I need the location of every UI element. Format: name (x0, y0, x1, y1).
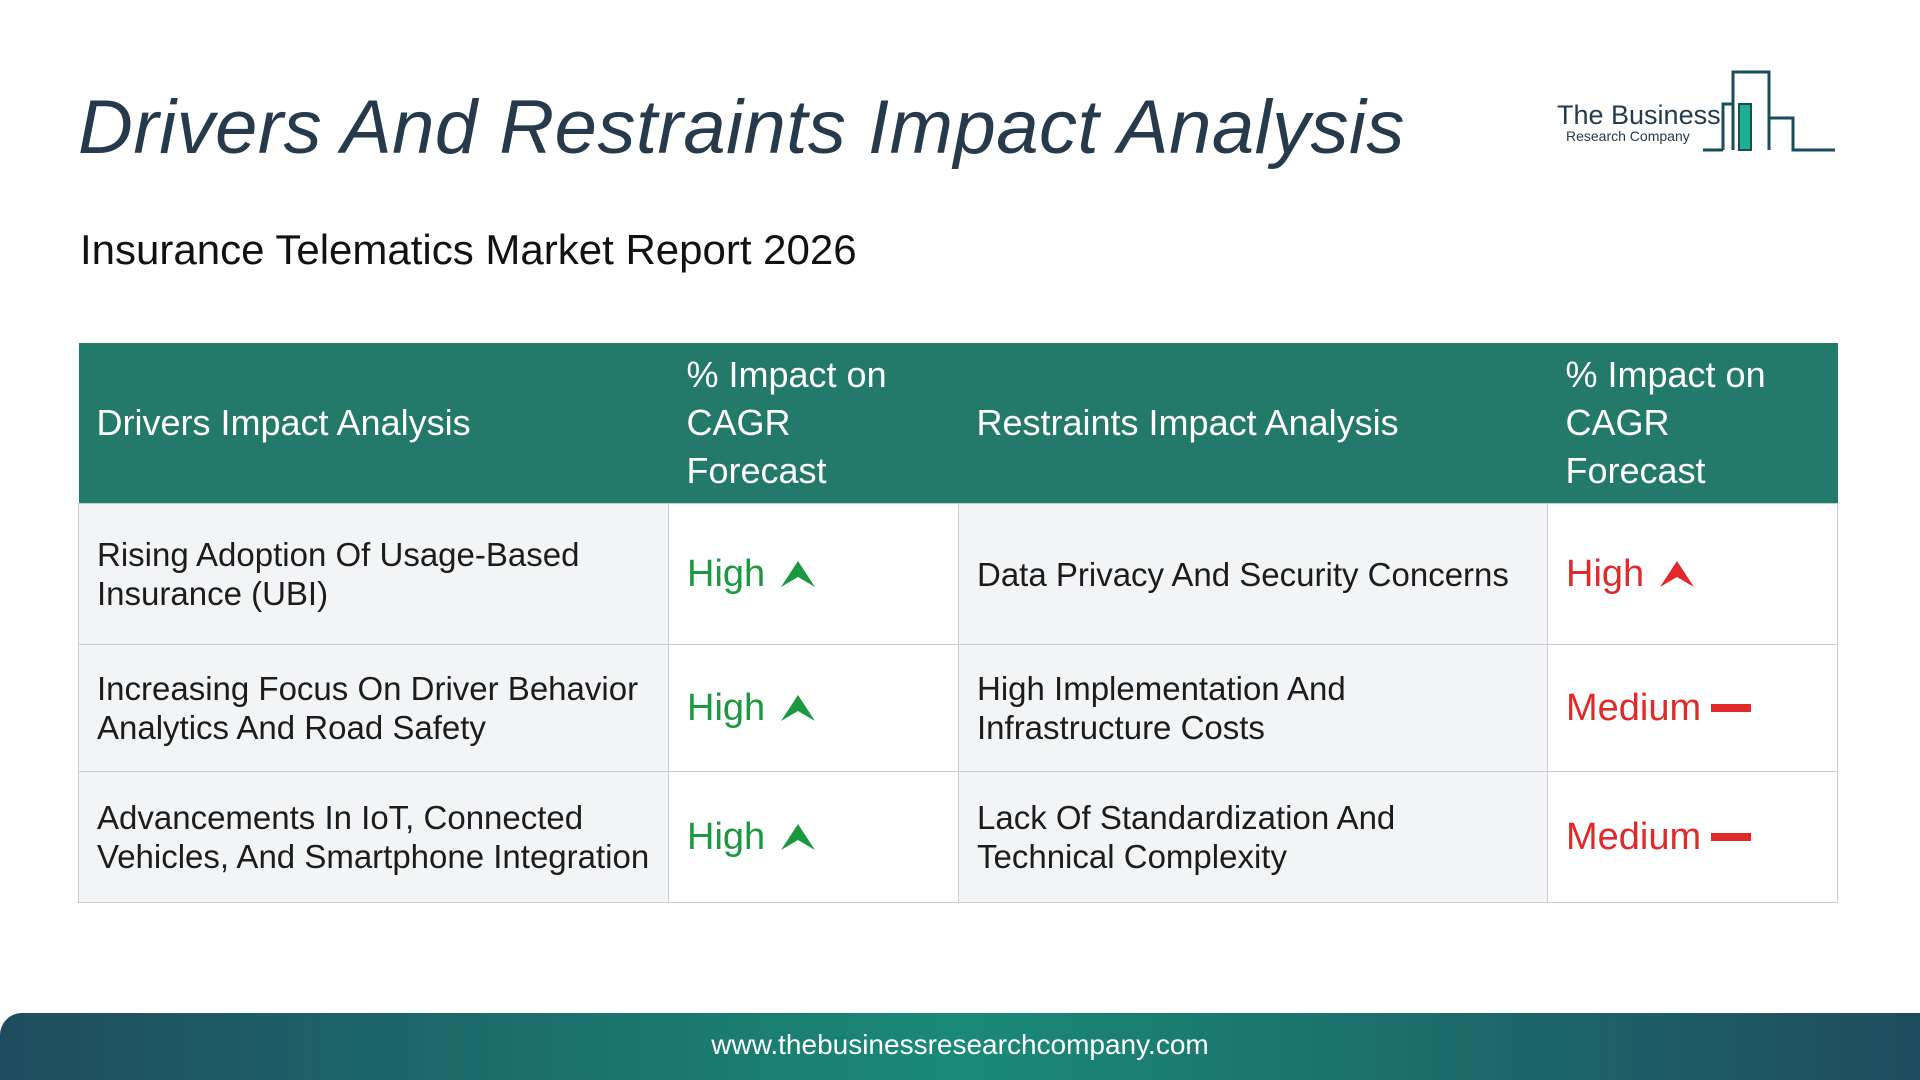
up-arrow-icon (781, 561, 816, 587)
impact-table: Drivers Impact Analysis % Impact on CAGR… (78, 343, 1838, 903)
dash-icon (1711, 704, 1752, 712)
impact-level: Medium (1566, 815, 1752, 858)
footer-bar: www.thebusinessresearchcompany.com (0, 1013, 1920, 1080)
driver-cell: Rising Adoption Of Usage-Based Insurance… (78, 503, 669, 645)
logo-text-line1: The Business (1557, 100, 1721, 130)
impact-level-label: High (687, 552, 766, 595)
header-restraints-impact: % Impact on CAGR Forecast (1547, 343, 1838, 504)
restraint-cell: Data Privacy And Security Concerns (958, 503, 1548, 645)
restraint-cell: High Implementation And Infrastructure C… (958, 644, 1548, 772)
table-row: Advancements In IoT, Connected Vehicles,… (78, 771, 1838, 903)
header-drivers: Drivers Impact Analysis (78, 343, 669, 504)
header-restraints: Restraints Impact Analysis (958, 343, 1548, 504)
header-drivers-impact: % Impact on CAGR Forecast (668, 343, 959, 504)
impact-level: High (687, 686, 816, 729)
driver-cell: Increasing Focus On Driver Behavior Anal… (78, 644, 669, 772)
restraint-impact-cell: Medium (1547, 771, 1838, 903)
company-logo: The Business Research Company (1553, 66, 1835, 156)
impact-level-label: High (687, 686, 766, 729)
driver-cell: Advancements In IoT, Connected Vehicles,… (78, 771, 669, 903)
impact-level: High (1566, 552, 1695, 595)
impact-level: High (687, 552, 816, 595)
page-title: Drivers And Restraints Impact Analysis (78, 85, 1405, 170)
dash-icon (1711, 833, 1752, 841)
table-row: Increasing Focus On Driver Behavior Anal… (78, 644, 1838, 772)
logo-text-line2: Research Company (1566, 128, 1690, 144)
impact-level-label: Medium (1566, 686, 1702, 729)
impact-level: High (687, 815, 816, 858)
report-subtitle: Insurance Telematics Market Report 2026 (80, 226, 857, 273)
table-header-row: Drivers Impact Analysis % Impact on CAGR… (78, 343, 1838, 504)
impact-level-label: High (1566, 552, 1645, 595)
restraint-cell: Lack Of Standardization And Technical Co… (958, 771, 1548, 903)
logo-buildings-icon (1703, 70, 1835, 152)
up-arrow-icon (781, 824, 816, 850)
driver-impact-cell: High (668, 503, 959, 645)
impact-level: Medium (1566, 686, 1752, 729)
restraint-impact-cell: High (1547, 503, 1838, 645)
restraint-impact-cell: Medium (1547, 644, 1838, 772)
impact-level-label: Medium (1566, 815, 1702, 858)
table-row: Rising Adoption Of Usage-Based Insurance… (78, 503, 1838, 645)
up-arrow-icon (1660, 561, 1695, 587)
up-arrow-icon (781, 695, 816, 721)
footer-website-link[interactable]: www.thebusinessresearchcompany.com (711, 1029, 1209, 1060)
impact-level-label: High (687, 815, 766, 858)
driver-impact-cell: High (668, 771, 959, 903)
driver-impact-cell: High (668, 644, 959, 772)
